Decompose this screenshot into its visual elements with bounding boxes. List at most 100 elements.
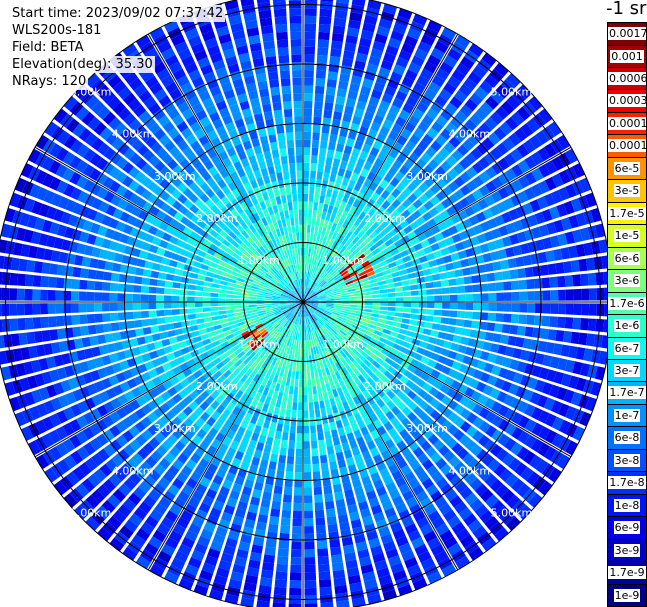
range-gate	[211, 155, 221, 166]
range-gate	[274, 322, 281, 330]
range-gate	[495, 84, 510, 99]
range-gate	[334, 362, 342, 371]
range-gate	[445, 102, 458, 115]
range-gate	[158, 221, 169, 231]
range-gate	[332, 308, 341, 312]
range-gate	[387, 243, 397, 252]
range-gate	[401, 417, 412, 428]
range-gate	[319, 234, 325, 243]
range-gate	[401, 549, 415, 562]
range-gate	[311, 339, 315, 348]
range-gate	[249, 362, 258, 371]
range-gate	[524, 266, 534, 278]
range-gate	[320, 140, 328, 150]
range-gate	[253, 382, 261, 392]
range-gate	[443, 141, 456, 154]
range-gate	[229, 256, 238, 263]
range-gate	[267, 190, 275, 199]
range-gate	[156, 68, 171, 81]
range-gate	[310, 304, 318, 309]
range-gate	[289, 23, 302, 32]
range-gate	[206, 416, 216, 427]
range-gate	[287, 225, 292, 234]
range-gate	[501, 211, 512, 224]
range-gate	[376, 322, 386, 328]
range-gate	[188, 496, 201, 509]
range-gate	[157, 115, 171, 127]
range-gate	[190, 214, 201, 225]
range-gate	[564, 317, 574, 329]
range-gate	[223, 267, 233, 274]
range-gate	[474, 86, 489, 100]
range-gate	[29, 406, 41, 421]
range-gate	[306, 324, 310, 333]
range-gate	[287, 274, 293, 282]
range-gate	[354, 140, 364, 151]
range-gate	[324, 367, 331, 376]
range-gate	[331, 271, 339, 278]
range-gate	[117, 142, 130, 155]
range-gate	[248, 304, 257, 308]
range-gate	[208, 427, 219, 438]
range-gate	[274, 383, 281, 392]
range-gate	[430, 225, 441, 235]
range-gate	[232, 267, 241, 274]
range-gate	[188, 35, 202, 47]
range-gate	[568, 345, 578, 359]
range-gate	[170, 34, 186, 47]
range-gate	[249, 307, 258, 311]
range-gate	[389, 331, 399, 338]
range-gate	[386, 315, 395, 321]
range-gate	[235, 389, 244, 399]
range-gate	[72, 466, 86, 481]
range-gate	[305, 279, 308, 287]
range-gate	[333, 412, 341, 422]
range-gate	[333, 300, 342, 302]
range-gate	[537, 180, 550, 194]
range-gate	[293, 394, 298, 403]
range-gate	[579, 411, 592, 427]
range-gate	[472, 416, 484, 429]
range-gate	[216, 125, 227, 137]
range-gate	[91, 346, 101, 357]
range-gate	[169, 236, 179, 245]
range-gate	[275, 367, 282, 376]
range-gate	[252, 536, 265, 547]
range-ring-label: 5.00km	[70, 506, 112, 519]
range-gate	[305, 348, 309, 357]
range-gate	[172, 164, 184, 176]
range-gate	[274, 430, 282, 440]
range-gate	[298, 271, 301, 280]
range-gate	[303, 479, 312, 488]
range-gate	[297, 247, 301, 256]
range-gate	[35, 169, 48, 185]
range-gate	[367, 208, 376, 218]
range-gate	[418, 296, 427, 302]
range-gate	[190, 379, 201, 390]
range-gate	[199, 153, 210, 164]
range-gate	[325, 322, 332, 330]
range-gate	[176, 372, 186, 382]
range-gate	[284, 385, 290, 394]
range-gate	[262, 321, 271, 328]
range-gate	[250, 179, 258, 189]
range-gate	[257, 358, 265, 367]
range-gate	[264, 48, 276, 58]
range-gate	[518, 175, 530, 189]
range-gate	[321, 470, 330, 479]
range-gate	[242, 140, 252, 151]
range-gate	[459, 486, 473, 500]
range-gate	[376, 25, 390, 37]
range-gate	[176, 121, 189, 133]
range-gate	[487, 282, 497, 292]
range-gate	[431, 74, 446, 88]
range-gate	[133, 486, 147, 500]
range-gate	[115, 372, 126, 383]
range-gate	[395, 338, 404, 346]
range-gate	[26, 331, 36, 345]
range-gate	[98, 391, 110, 403]
range-gate	[489, 111, 504, 125]
colorbar-tick-label: 6e-8	[613, 431, 641, 445]
range-gate	[270, 453, 278, 463]
range-gate	[180, 276, 190, 284]
